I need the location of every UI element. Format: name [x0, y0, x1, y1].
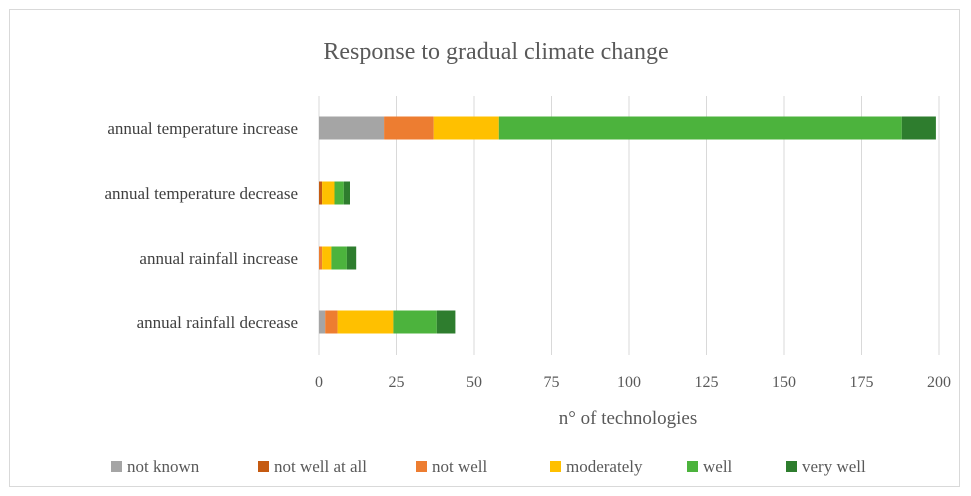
bar-segment: [384, 116, 434, 140]
chart-frame: [9, 9, 960, 487]
bar-segment: [393, 310, 437, 334]
bar-segment: [319, 310, 326, 334]
bar-segment: [337, 310, 394, 334]
legend-swatch: [687, 461, 698, 472]
legend-label: very well: [802, 457, 866, 476]
bar-segment: [331, 246, 347, 270]
bar-segment: [343, 181, 350, 205]
bar-segment: [319, 181, 323, 205]
legend-swatch: [258, 461, 269, 472]
x-tick-label: 0: [315, 374, 323, 391]
bar-segment: [436, 310, 456, 334]
bar-segment: [319, 246, 323, 270]
legend-label: well: [703, 457, 733, 476]
x-tick-label: 100: [617, 374, 641, 391]
legend-label: not well at all: [274, 457, 367, 476]
x-tick-label: 25: [389, 374, 405, 391]
x-axis-label: n° of technologies: [559, 408, 697, 429]
category-label: annual rainfall increase: [139, 249, 298, 268]
bar-segment: [319, 116, 385, 140]
legend-label: moderately: [566, 457, 643, 476]
legend-swatch: [416, 461, 427, 472]
legend-swatch: [786, 461, 797, 472]
x-tick-label: 125: [695, 374, 719, 391]
bar-segment: [322, 181, 335, 205]
x-tick-labels: 0 25 50 75 100 125 150 175 200: [315, 374, 951, 391]
x-tick-label: 200: [927, 374, 951, 391]
bar-segment: [433, 116, 499, 140]
bar-segment: [325, 310, 338, 334]
x-tick-label: 175: [850, 374, 874, 391]
x-tick-label: 75: [544, 374, 560, 391]
legend-swatch: [111, 461, 122, 472]
bar-segment: [334, 181, 344, 205]
category-labels: annual temperature increase annual temper…: [105, 119, 299, 332]
category-label: annual temperature decrease: [105, 184, 299, 203]
bar-segment: [498, 116, 902, 140]
legend-label: not well: [432, 457, 488, 476]
legend-swatch: [550, 461, 561, 472]
bar-segment: [901, 116, 936, 140]
category-label: annual temperature increase: [107, 119, 298, 138]
x-tick-label: 50: [466, 374, 482, 391]
chart-title: Response to gradual climate change: [323, 39, 668, 65]
legend-label: not known: [127, 457, 200, 476]
legend: not known not well at all not well moderate…: [111, 457, 866, 476]
category-label: annual rainfall decrease: [137, 313, 298, 332]
bars: [319, 116, 936, 334]
x-tick-label: 150: [772, 374, 796, 391]
bar-segment: [322, 246, 332, 270]
bar-segment: [346, 246, 357, 270]
